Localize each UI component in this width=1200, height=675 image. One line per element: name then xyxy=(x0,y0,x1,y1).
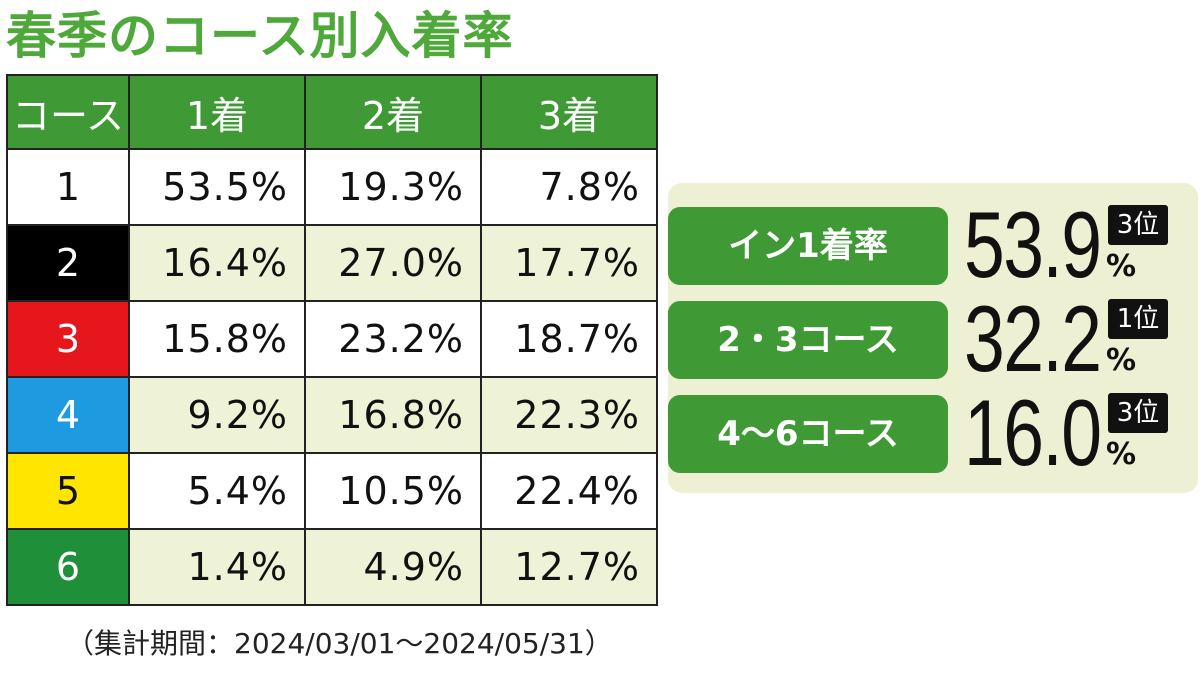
column-header: 3着 xyxy=(480,74,658,150)
rank-badge: 1位 xyxy=(1108,299,1168,339)
summary-value: 32.2 xyxy=(964,286,1102,391)
summary-value: 53.9 xyxy=(964,192,1102,297)
rate-cell: 10.5% xyxy=(304,452,482,530)
table-row: 6 1.4% 4.9% 12.7% xyxy=(6,528,658,606)
rate-cell: 9.2% xyxy=(128,376,306,454)
rate-cell: 1.4% xyxy=(128,528,306,606)
rate-cell: 27.0% xyxy=(304,224,482,302)
rank-badge: 3位 xyxy=(1108,205,1168,245)
rate-cell: 53.5% xyxy=(128,148,306,226)
rate-cell: 17.7% xyxy=(480,224,658,302)
rate-cell: 19.3% xyxy=(304,148,482,226)
rate-cell: 4.9% xyxy=(304,528,482,606)
course-number-cell: 4 xyxy=(6,376,130,454)
summary-row: イン1着率 53.9 % 3位 xyxy=(668,195,1198,295)
table-header-row: コース 1着 2着 3着 xyxy=(6,74,658,150)
column-header: 2着 xyxy=(304,74,482,150)
summary-row: 4～6コース 16.0 % 3位 xyxy=(668,383,1198,483)
page-title: 春季のコース別入着率 xyxy=(6,7,514,65)
rate-cell: 23.2% xyxy=(304,300,482,378)
summary-unit: % xyxy=(1106,343,1137,378)
course-number-cell: 1 xyxy=(6,148,130,226)
period-note: （集計期間：2024/03/01～2024/05/31） xyxy=(66,627,613,660)
table-row: 5 5.4% 10.5% 22.4% xyxy=(6,452,658,530)
rate-cell: 16.4% xyxy=(128,224,306,302)
rate-cell: 5.4% xyxy=(128,452,306,530)
course-number-cell: 3 xyxy=(6,300,130,378)
summary-label: 4～6コース xyxy=(668,395,948,473)
summary-panel: イン1着率 53.9 % 3位 2・3コース 32.2 % 1位 4～6コース … xyxy=(668,183,1198,493)
rank-badge: 3位 xyxy=(1108,393,1168,433)
summary-label: イン1着率 xyxy=(668,207,948,285)
summary-unit: % xyxy=(1106,437,1137,472)
summary-unit: % xyxy=(1106,249,1137,284)
table-row: 1 53.5% 19.3% 7.8% xyxy=(6,148,658,226)
rate-cell: 22.3% xyxy=(480,376,658,454)
rate-cell: 16.8% xyxy=(304,376,482,454)
table-row: 2 16.4% 27.0% 17.7% xyxy=(6,224,658,302)
summary-value: 16.0 xyxy=(964,380,1102,485)
course-number-cell: 5 xyxy=(6,452,130,530)
course-number-cell: 2 xyxy=(6,224,130,302)
summary-label: 2・3コース xyxy=(668,301,948,379)
summary-row: 2・3コース 32.2 % 1位 xyxy=(668,289,1198,389)
rate-cell: 18.7% xyxy=(480,300,658,378)
column-header: コース xyxy=(6,74,130,150)
rate-cell: 15.8% xyxy=(128,300,306,378)
rate-cell: 22.4% xyxy=(480,452,658,530)
column-header: 1着 xyxy=(128,74,306,150)
course-number-cell: 6 xyxy=(6,528,130,606)
course-rate-table: コース 1着 2着 3着 1 53.5% 19.3% 7.8% 2 16.4% 27.0% 1… xyxy=(6,74,658,606)
table-row: 4 9.2% 16.8% 22.3% xyxy=(6,376,658,454)
table-row: 3 15.8% 23.2% 18.7% xyxy=(6,300,658,378)
rate-cell: 7.8% xyxy=(480,148,658,226)
rate-cell: 12.7% xyxy=(480,528,658,606)
